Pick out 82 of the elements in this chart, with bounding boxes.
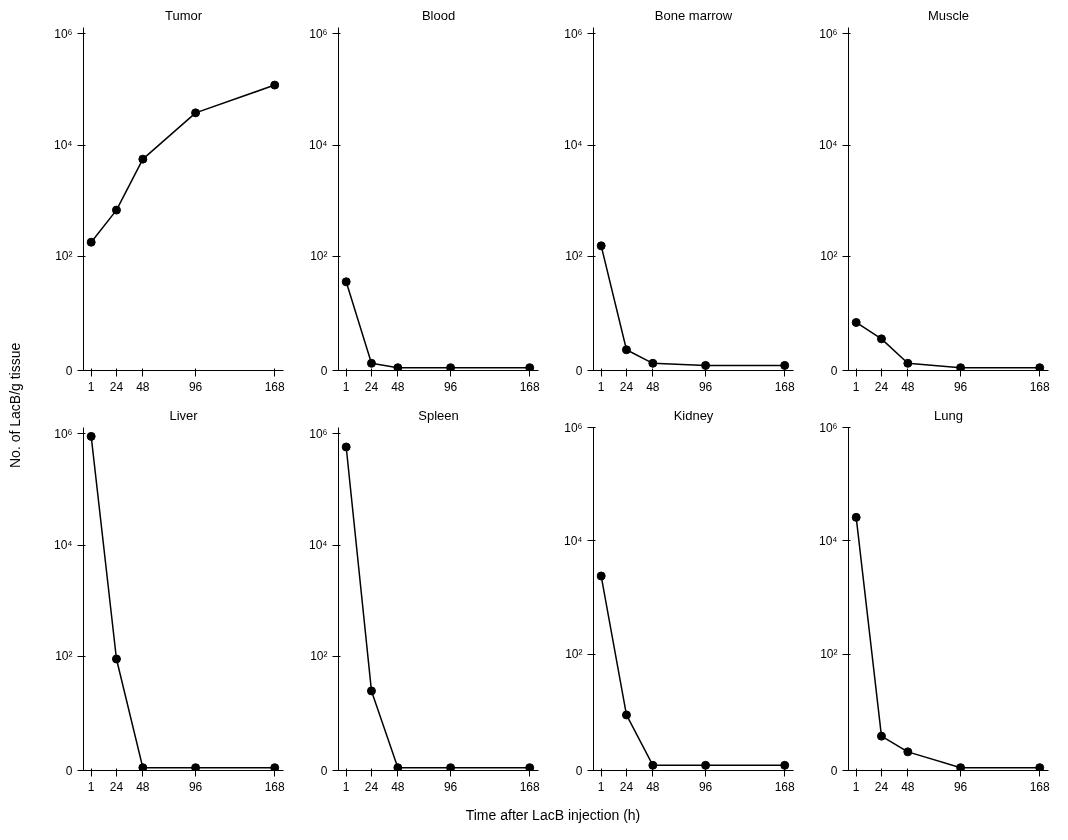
y-tick-label: 10⁶ bbox=[54, 26, 73, 41]
x-tick-label: 24 bbox=[109, 779, 124, 794]
chart-title: Bone marrow bbox=[654, 7, 733, 23]
y-tick-label: 0 bbox=[320, 363, 328, 378]
x-tick-label: 24 bbox=[619, 779, 634, 794]
y-tick-label: 10² bbox=[820, 647, 838, 662]
x-tick-label: 96 bbox=[698, 779, 713, 794]
x-tick-label: 168 bbox=[264, 379, 286, 394]
chart-title: Muscle bbox=[927, 7, 970, 23]
x-tick-label: 1 bbox=[342, 779, 350, 794]
y-tick-label: 10⁴ bbox=[819, 138, 838, 153]
y-tick-label: 10⁴ bbox=[54, 138, 73, 153]
y-tick-label: 10⁴ bbox=[309, 538, 328, 553]
y-tick-label: 0 bbox=[830, 363, 838, 378]
x-tick-label: 96 bbox=[953, 379, 968, 394]
y-tick-label: 10⁴ bbox=[564, 533, 583, 548]
y-tick-label: 10² bbox=[310, 649, 328, 664]
x-tick-label: 96 bbox=[698, 379, 713, 394]
y-tick-label: 10⁶ bbox=[564, 26, 583, 41]
y-tick-label: 10⁴ bbox=[54, 538, 73, 553]
y-tick-label: 10⁴ bbox=[819, 533, 838, 548]
x-tick-label: 168 bbox=[519, 379, 541, 394]
x-tick-label: 1 bbox=[87, 779, 95, 794]
x-axis-title: Time after LacB injection (h) bbox=[465, 806, 641, 825]
y-tick-label: 10² bbox=[565, 647, 583, 662]
x-tick-label: 48 bbox=[136, 379, 150, 394]
chart-title: Kidney bbox=[673, 407, 714, 423]
y-tick-label: 0 bbox=[65, 763, 73, 778]
x-tick-label: 24 bbox=[364, 379, 379, 394]
x-tick-label: 48 bbox=[391, 379, 405, 394]
x-tick-label: 24 bbox=[874, 779, 889, 794]
x-tick-label: 24 bbox=[109, 379, 124, 394]
y-axis-title: No. of LacB/g tissue bbox=[6, 342, 24, 468]
x-tick-label: 1 bbox=[87, 379, 95, 394]
y-tick-label: 0 bbox=[575, 763, 583, 778]
chart-title: Spleen bbox=[418, 407, 459, 423]
x-tick-label: 48 bbox=[136, 779, 150, 794]
x-tick-label: 96 bbox=[443, 379, 458, 394]
y-tick-label: 10⁶ bbox=[309, 426, 328, 441]
y-tick-label: 10² bbox=[565, 249, 583, 264]
chart-title: Blood bbox=[421, 7, 456, 23]
x-tick-label: 48 bbox=[646, 779, 660, 794]
x-tick-label: 168 bbox=[1029, 379, 1051, 394]
y-tick-label: 0 bbox=[830, 763, 838, 778]
x-tick-label: 96 bbox=[443, 779, 458, 794]
x-tick-label: 24 bbox=[619, 379, 634, 394]
y-tick-label: 0 bbox=[320, 763, 328, 778]
y-tick-label: 10² bbox=[55, 649, 73, 664]
x-tick-label: 168 bbox=[519, 779, 541, 794]
y-tick-label: 10⁶ bbox=[309, 26, 328, 41]
x-tick-label: 48 bbox=[646, 379, 660, 394]
chart-title: Liver bbox=[169, 407, 199, 423]
x-tick-label: 1 bbox=[342, 379, 350, 394]
x-tick-label: 1 bbox=[852, 779, 860, 794]
y-tick-label: 10⁴ bbox=[309, 138, 328, 153]
x-tick-label: 96 bbox=[188, 379, 203, 394]
x-tick-label: 48 bbox=[901, 779, 915, 794]
x-tick-label: 1 bbox=[852, 379, 860, 394]
y-tick-label: 10² bbox=[310, 249, 328, 264]
x-tick-label: 96 bbox=[953, 779, 968, 794]
x-tick-label: 1 bbox=[597, 379, 605, 394]
x-tick-label: 96 bbox=[188, 779, 203, 794]
y-tick-label: 10² bbox=[55, 249, 73, 264]
x-tick-label: 48 bbox=[901, 379, 915, 394]
x-tick-label: 48 bbox=[391, 779, 405, 794]
x-tick-label: 24 bbox=[364, 779, 379, 794]
y-tick-label: 10⁶ bbox=[819, 420, 838, 435]
chart-title: Tumor bbox=[164, 7, 203, 23]
y-tick-label: 10⁶ bbox=[564, 420, 583, 435]
x-tick-label: 24 bbox=[874, 379, 889, 394]
x-tick-label: 168 bbox=[1029, 779, 1051, 794]
y-tick-label: 0 bbox=[575, 363, 583, 378]
y-tick-label: 10⁶ bbox=[819, 26, 838, 41]
x-tick-label: 168 bbox=[774, 379, 796, 394]
x-tick-label: 168 bbox=[264, 779, 286, 794]
y-tick-label: 0 bbox=[65, 363, 73, 378]
y-tick-label: 10² bbox=[820, 249, 838, 264]
y-tick-label: 10⁶ bbox=[54, 426, 73, 441]
x-tick-label: 168 bbox=[774, 779, 796, 794]
x-tick-label: 1 bbox=[597, 779, 605, 794]
chart-title: Lung bbox=[934, 407, 963, 423]
y-tick-label: 10⁴ bbox=[564, 138, 583, 153]
